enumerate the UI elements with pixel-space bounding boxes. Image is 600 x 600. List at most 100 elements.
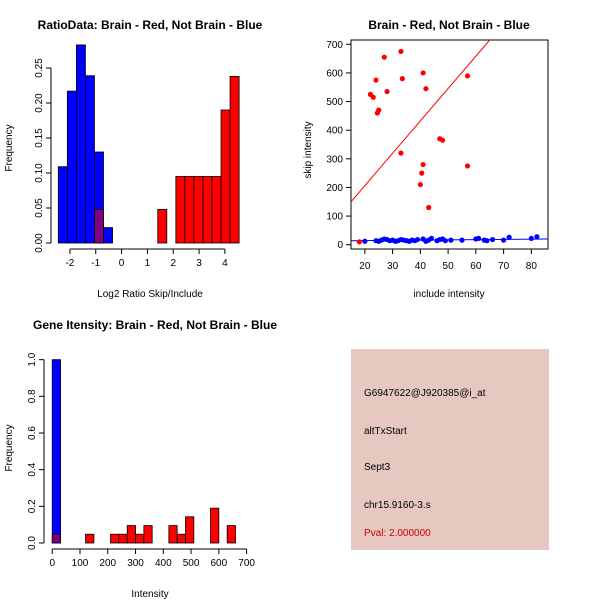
probe-id-text: G6947622@J920385@i_at bbox=[364, 388, 486, 399]
scatter-x-tick-label-2: 40 bbox=[415, 261, 427, 272]
gene-bar-brain-10 bbox=[226, 525, 236, 544]
scatter-y-tick-label-2: 200 bbox=[326, 183, 343, 194]
gene-name-text: Sept3 bbox=[364, 462, 391, 473]
gene-bar-not-brain-0 bbox=[51, 359, 61, 544]
scatter-point-not-brain-34 bbox=[528, 235, 534, 242]
scatter-y-tick-label-1: 100 bbox=[326, 212, 343, 223]
scatter-point-brain-11 bbox=[417, 181, 423, 188]
gene-intensity-ylabel: Frequency bbox=[4, 424, 15, 471]
scatter-x-tick-label-5: 70 bbox=[498, 261, 510, 272]
scatter-point-not-brain-28 bbox=[476, 235, 482, 242]
gene-x-tick-label-4: 400 bbox=[155, 558, 172, 569]
gene-bar-brain-4 bbox=[135, 533, 145, 544]
ratio-bar-brain-6 bbox=[220, 109, 231, 244]
ratio-bar-not-brain-0 bbox=[57, 166, 68, 244]
scatter-y-tick-label-4: 400 bbox=[326, 126, 343, 137]
scatter-fit-line-brain bbox=[351, 40, 491, 203]
ratio-x-tick-label-3: 1 bbox=[145, 258, 151, 269]
ratio-histogram-title: RatioData: Brain - Red, Not Brain - Blue bbox=[38, 18, 263, 32]
scatter-point-brain-16 bbox=[426, 204, 432, 211]
scatter-point-not-brain-25 bbox=[448, 237, 454, 243]
scatter-point-brain-15 bbox=[423, 86, 429, 92]
scatter-point-brain-12 bbox=[419, 170, 425, 176]
gene-y-tick-label-1: 0.2 bbox=[27, 499, 38, 513]
scatter-x-tick-label-0: 20 bbox=[359, 261, 371, 272]
ratio-bar-not-brain-1 bbox=[66, 90, 77, 244]
ratio-y-tick-label-5: 0.25 bbox=[34, 58, 45, 78]
ratio-y-tick-label-2: 0.10 bbox=[34, 163, 45, 183]
ratio-x-tick-label-6: 4 bbox=[222, 258, 228, 269]
scatter-point-brain-13 bbox=[420, 161, 426, 168]
ratio-bar-overlap-0 bbox=[94, 208, 104, 244]
gene-y-tick-label-2: 0.4 bbox=[27, 462, 38, 476]
scatter-point-not-brain-20 bbox=[428, 235, 435, 242]
ratio-bar-brain-5 bbox=[211, 176, 222, 244]
ratio-bar-not-brain-5 bbox=[103, 227, 113, 244]
gene-y-tick-label-4: 0.8 bbox=[27, 389, 38, 403]
gene-bar-brain-7 bbox=[176, 533, 186, 544]
scatter-point-not-brain-24 bbox=[442, 238, 448, 244]
ratio-histogram-ylabel: Frequency bbox=[4, 124, 15, 171]
location-text: chr15.9160-3.s bbox=[364, 500, 431, 511]
scatter-point-brain-18 bbox=[439, 137, 446, 143]
scatter-point-brain-6 bbox=[381, 54, 387, 60]
scatter-point-brain-8 bbox=[398, 48, 404, 55]
intensity-scatter-xlabel: include intensity bbox=[413, 289, 484, 300]
scatter-y-tick-label-5: 500 bbox=[326, 97, 343, 108]
gene-intensity-title: Gene Itensity: Brain - Red, Not Brain - … bbox=[33, 318, 277, 332]
gene-bar-brain-8 bbox=[185, 516, 195, 544]
scatter-point-not-brain-16 bbox=[414, 236, 421, 243]
ratio-y-tick-label-0: 0.00 bbox=[34, 233, 45, 253]
scatter-point-not-brain-35 bbox=[534, 234, 540, 240]
event-type-text: altTxStart bbox=[364, 426, 407, 437]
gene-bar-brain-9 bbox=[210, 507, 220, 544]
scatter-x-tick-label-1: 30 bbox=[387, 261, 399, 272]
gene-bar-brain-6 bbox=[168, 525, 178, 544]
ratio-bar-brain-3 bbox=[193, 176, 204, 244]
gene-bar-overlap-0 bbox=[51, 533, 61, 544]
gene-y-tick-label-5: 1.0 bbox=[27, 352, 38, 366]
scatter-point-not-brain-26 bbox=[459, 237, 465, 243]
gene-bar-brain-0 bbox=[85, 533, 95, 544]
scatter-point-brain-0 bbox=[356, 239, 362, 245]
probe-info-panel: G6947622@J920385@i_at altTxStart Sept3 c… bbox=[351, 349, 549, 550]
ratio-bar-brain-2 bbox=[184, 176, 195, 244]
scatter-point-brain-20 bbox=[464, 163, 471, 169]
gene-intensity-xlabel: Intensity bbox=[131, 589, 168, 600]
intensity-scatter-ylabel: skip intensity bbox=[303, 121, 314, 178]
gene-intensity-histogram: Gene Itensity: Brain - Red, Not Brain - … bbox=[4, 318, 277, 600]
scatter-point-not-brain-32 bbox=[501, 237, 507, 243]
gene-bar-brain-3 bbox=[126, 525, 136, 544]
gene-bar-brain-1 bbox=[110, 533, 120, 544]
gene-x-tick-label-3: 300 bbox=[127, 558, 144, 569]
scatter-x-tick-label-3: 50 bbox=[443, 261, 455, 272]
scatter-point-not-brain-0 bbox=[362, 238, 368, 244]
scatter-y-tick-label-7: 700 bbox=[326, 40, 343, 51]
ratio-x-tick-label-5: 3 bbox=[196, 258, 202, 269]
ratio-x-tick-label-4: 2 bbox=[170, 258, 176, 269]
ratio-bar-brain-1 bbox=[175, 176, 186, 244]
ratio-y-tick-label-1: 0.05 bbox=[34, 198, 45, 218]
intensity-scatter: Brain - Red, Not Brain - Blue include in… bbox=[303, 18, 549, 300]
gene-x-tick-label-7: 700 bbox=[238, 558, 255, 569]
scatter-point-brain-10 bbox=[398, 150, 404, 156]
ratio-y-tick-label-4: 0.20 bbox=[34, 93, 45, 113]
scatter-point-brain-2 bbox=[370, 94, 376, 100]
gene-x-tick-label-2: 200 bbox=[99, 558, 116, 569]
ratio-bar-not-brain-2 bbox=[75, 44, 86, 244]
scatter-x-tick-label-6: 80 bbox=[526, 261, 538, 272]
gene-bar-brain-2 bbox=[118, 533, 128, 544]
gene-x-tick-label-6: 600 bbox=[210, 558, 227, 569]
ratio-bar-not-brain-3 bbox=[85, 75, 95, 244]
ratio-bar-brain-7 bbox=[229, 76, 240, 244]
scatter-point-brain-7 bbox=[384, 88, 390, 95]
scatter-x-tick-label-4: 60 bbox=[470, 261, 482, 272]
intensity-scatter-title: Brain - Red, Not Brain - Blue bbox=[368, 18, 530, 32]
pval-text: Pval: 2.000000 bbox=[364, 528, 431, 539]
scatter-point-not-brain-31 bbox=[489, 236, 496, 243]
scatter-point-not-brain-30 bbox=[484, 238, 490, 244]
gene-x-tick-label-0: 0 bbox=[49, 558, 55, 569]
scatter-plot-frame bbox=[350, 39, 549, 250]
scatter-point-brain-5 bbox=[376, 107, 382, 113]
